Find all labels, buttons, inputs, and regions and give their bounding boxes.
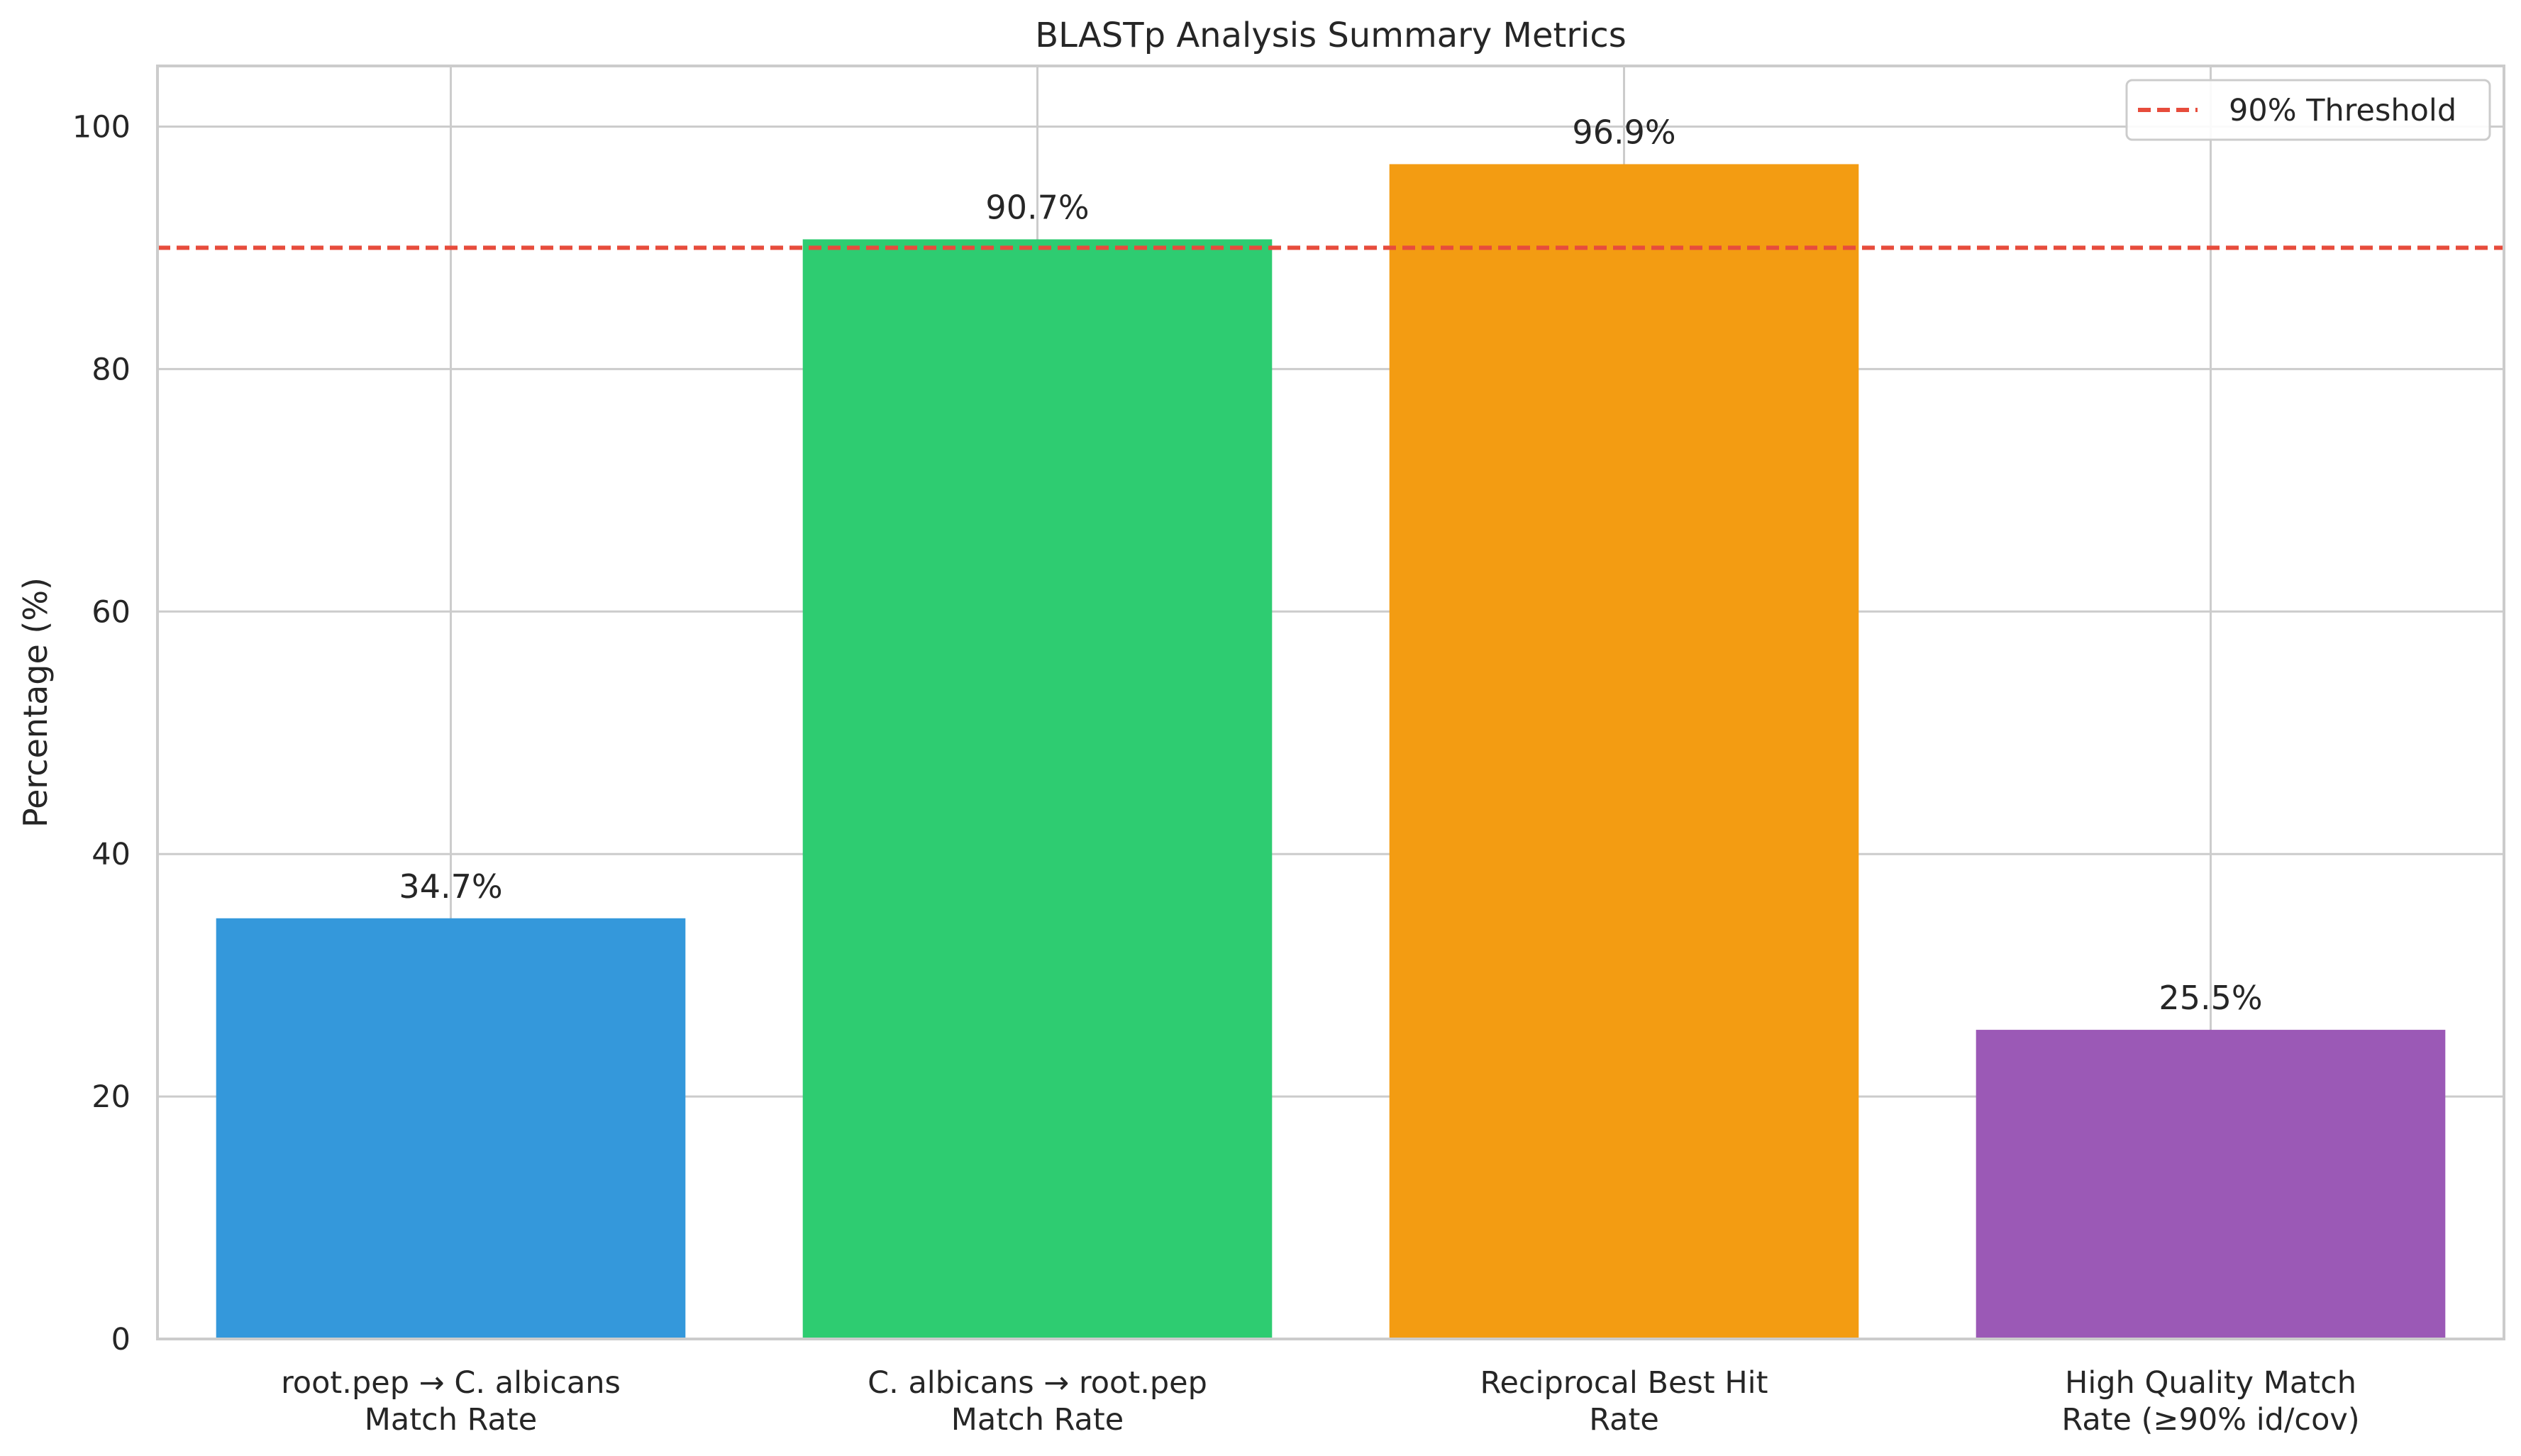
bar-2 (802, 239, 1273, 1339)
x-tick-label: C. albicans → root.pep Match Rate (868, 1365, 1207, 1438)
bar-value-label: 96.9% (1572, 113, 1675, 151)
bar-value-label: 34.7% (399, 867, 502, 906)
x-tick-label: Reciprocal Best Hit Rate (1480, 1365, 1768, 1438)
x-tick-label-line: High Quality Match (2065, 1365, 2356, 1401)
bar-1 (216, 918, 686, 1339)
y-tick-label: 0 (111, 1322, 131, 1357)
data-labels: 34.7% 90.7% 96.9% 25.5% (399, 113, 2262, 1017)
bars (216, 164, 2446, 1339)
legend-threshold-label: 90% Threshold (2229, 93, 2456, 128)
y-tick-label: 20 (92, 1079, 131, 1115)
x-tick-label-line: Rate (≥90% id/cov) (2061, 1402, 2359, 1438)
x-tick-label-line: C. albicans → root.pep (868, 1365, 1207, 1401)
y-tick-label: 40 (92, 837, 131, 872)
x-tick-label: root.pep → C. albicans Match Rate (281, 1365, 621, 1438)
y-tick-label: 80 (92, 352, 131, 387)
y-axis-label: Percentage (%) (16, 577, 55, 828)
x-tick-label-line: Match Rate (951, 1402, 1124, 1438)
bar-3 (1389, 164, 1859, 1339)
bar-value-label: 90.7% (985, 188, 1089, 226)
y-tick-label: 60 (92, 594, 131, 630)
bar-4 (1976, 1030, 2446, 1339)
x-tick-label-line: Rate (1589, 1402, 1659, 1438)
bar-value-label: 25.5% (2159, 979, 2262, 1017)
x-tick-label-line: root.pep → C. albicans (281, 1365, 621, 1401)
legend-box (2125, 79, 2491, 141)
chart-title: BLASTp Analysis Summary Metrics (1035, 16, 1627, 55)
legend: 90% Threshold (2125, 79, 2491, 141)
x-tick-label-line: Reciprocal Best Hit (1480, 1365, 1768, 1401)
y-tick-label: 100 (72, 109, 131, 145)
x-tick-label-line: Match Rate (365, 1402, 537, 1438)
x-tick-label: High Quality Match Rate (≥90% id/cov) (2061, 1365, 2359, 1438)
plot-frame (156, 65, 2505, 1340)
